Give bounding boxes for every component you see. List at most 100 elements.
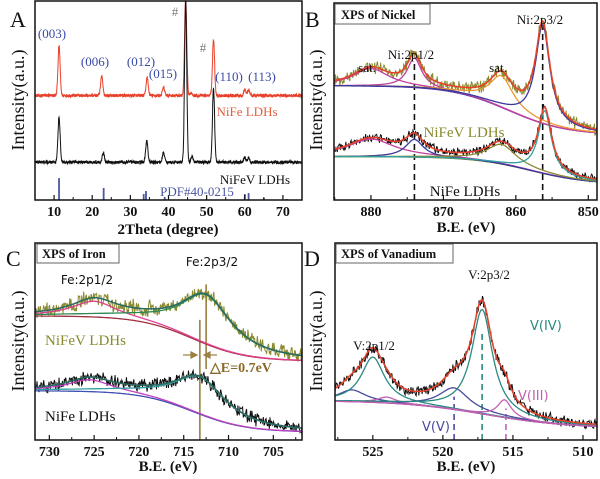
panel-d-label: D [304, 246, 320, 271]
annotation-015: (015) [149, 66, 177, 81]
series-label-nife: NiFe LDHs [216, 104, 277, 119]
panel-b-title: XPS of Nickel [341, 8, 416, 22]
panel-c-x-ticks: 730 725 720 715 710 705 [39, 435, 297, 460]
panel-d-title: XPS of Vanadium [341, 247, 437, 261]
annotation-ni-2p1-2: Ni:2p1/2 [388, 47, 434, 62]
fit-component-line [334, 24, 597, 131]
spectrum-data-line [334, 103, 597, 183]
fit-envelope-line [35, 292, 302, 357]
fit-envelope-line [334, 106, 597, 181]
annotation-v-2p3-2: V:2p3/2 [468, 267, 510, 282]
annotation-v-iii: V(III) [518, 389, 549, 404]
fit-envelope-line [334, 20, 597, 131]
x-tick-label: 30 [123, 205, 137, 220]
annotation-sat-2: sat. [489, 60, 507, 75]
x-tick-label: 730 [39, 445, 60, 460]
panel-c-title-box [36, 243, 120, 264]
x-tick-label: 710 [218, 445, 239, 460]
fit-envelope-line [335, 299, 597, 426]
series-label-nife: NiFe LDHs [45, 409, 116, 425]
annotation-sat-1: sat. [358, 60, 376, 75]
x-tick-label: 40 [162, 205, 176, 220]
fit-component-line [335, 308, 597, 426]
annotation-hash-1: # [172, 4, 179, 19]
delta-e-arrows [183, 351, 217, 359]
annotation-012: (012) [127, 54, 155, 69]
x-tick-label: 870 [433, 205, 454, 220]
x-tick-label: 880 [360, 205, 381, 220]
panel-a-label: A [10, 7, 26, 32]
x-tick-label: 70 [276, 205, 290, 220]
x-tick-label: 60 [238, 205, 252, 220]
fit-component-line [335, 399, 597, 427]
fit-component-line [335, 356, 597, 427]
panel-c-label: C [6, 246, 21, 271]
x-tick-label: 20 [85, 205, 99, 220]
x-tick-label: 850 [578, 205, 599, 220]
panel-a-plot-area [35, 1, 302, 200]
annotation-ni-2p3-2: Ni:2p3/2 [517, 12, 563, 27]
panel-d-y-axis-label: Intensity(a.u.) [306, 291, 327, 392]
panel-a-frame [34, 0, 303, 201]
panel-d-x-ticks: 525 520 515 510 [337, 435, 593, 460]
panel-d-x-axis-label: B.E. (eV) [437, 459, 496, 475]
panel-a-y-axis-label: Intensity(a.u.) [8, 50, 29, 151]
panel-a-x-ticks: 10 20 30 40 50 60 70 [34, 195, 303, 220]
annotation-113: (113) [248, 69, 276, 84]
xrd-series-line [35, 1, 302, 166]
panel-b-xps-nickel: 880 870 860 850 XPS of Nickel B B.E. (eV) I… [305, 2, 599, 236]
panel-c-x-axis-label: B.E. (eV) [139, 459, 198, 475]
panel-a-xrd: 10 20 30 40 50 60 70 A 2Theta (degree) Intensi… [8, 0, 303, 238]
panel-d-frame [334, 242, 598, 441]
annotation-006: (006) [81, 54, 109, 69]
x-tick-label: 715 [173, 445, 194, 460]
panel-b-frame [333, 2, 598, 201]
delta-arrowhead-left [190, 351, 199, 359]
x-tick-label: 860 [505, 205, 526, 220]
panel-d-plot-area [335, 295, 597, 440]
x-tick-label: 520 [432, 445, 453, 460]
x-tick-label: 525 [362, 445, 383, 460]
spectrum-data-line [334, 17, 597, 137]
annotation-110: (110) [215, 69, 243, 84]
reference-label-pdf: PDF#40-0215 [160, 184, 234, 199]
annotation-delta-e: △E=0.7eV [209, 361, 272, 376]
spectrum-data-line [335, 295, 597, 430]
x-tick-label: 720 [128, 445, 149, 460]
series-label-nifev: NiFeV LDHs [45, 333, 126, 349]
panel-b-x-axis-label: B.E. (eV) [437, 220, 496, 236]
annotation-v-v: V(V) [422, 420, 450, 435]
x-tick-label: 515 [502, 445, 523, 460]
x-tick-label: 725 [84, 445, 105, 460]
panel-a-x-axis-label: 2Theta (degree) [118, 222, 219, 238]
x-tick-label: 10 [47, 205, 61, 220]
panel-b-title-box [334, 3, 431, 25]
panel-b-x-ticks: 880 870 860 850 [334, 195, 599, 220]
panel-d-xps-vanadium: 525 520 515 510 XPS of Vanadium D B.E. (eV)… [304, 242, 598, 475]
panel-b-label: B [305, 7, 320, 32]
panel-b-plot-area [334, 17, 597, 200]
series-label-nifev: NiFeV LDHs [220, 172, 290, 187]
x-tick-label: 50 [200, 205, 214, 220]
fit-envelope-line [35, 374, 302, 429]
annotation-003: (003) [38, 26, 66, 41]
x-tick-label: 705 [263, 445, 284, 460]
panel-b-y-axis-label: Intensity(a.u.) [306, 50, 327, 151]
panel-c-xps-iron: 730 725 720 715 710 705 XPS of Iron C B.E. (e… [6, 242, 303, 475]
annotation-fe-2p1-2: Fe:2p1/2 [61, 273, 113, 287]
spectrum-data-line [35, 288, 302, 362]
fit-component-line [35, 300, 302, 361]
panel-c-y-axis-label: Intensity(a.u.) [8, 291, 29, 392]
annotation-v-2p1-2: V:2p1/2 [353, 338, 395, 353]
series-label-nife: NiFe LDHs [430, 184, 501, 200]
annotation-hash-2: # [200, 40, 207, 55]
panel-c-title: XPS of Iron [42, 247, 106, 261]
annotation-fe-2p3-2: Fe:2p3/2 [186, 255, 238, 269]
x-tick-label: 510 [572, 445, 593, 460]
delta-arrowhead-right [202, 351, 211, 359]
fit-component-line [35, 379, 302, 432]
annotation-v-iv: V(IV) [530, 319, 562, 334]
panel-c-frame [34, 242, 303, 441]
panel-d-title-box [335, 243, 454, 264]
